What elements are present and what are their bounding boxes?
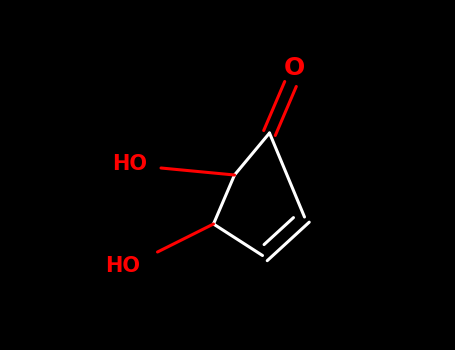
Text: HO: HO (105, 256, 140, 276)
Text: HO: HO (112, 154, 147, 175)
Text: O: O (283, 56, 305, 80)
